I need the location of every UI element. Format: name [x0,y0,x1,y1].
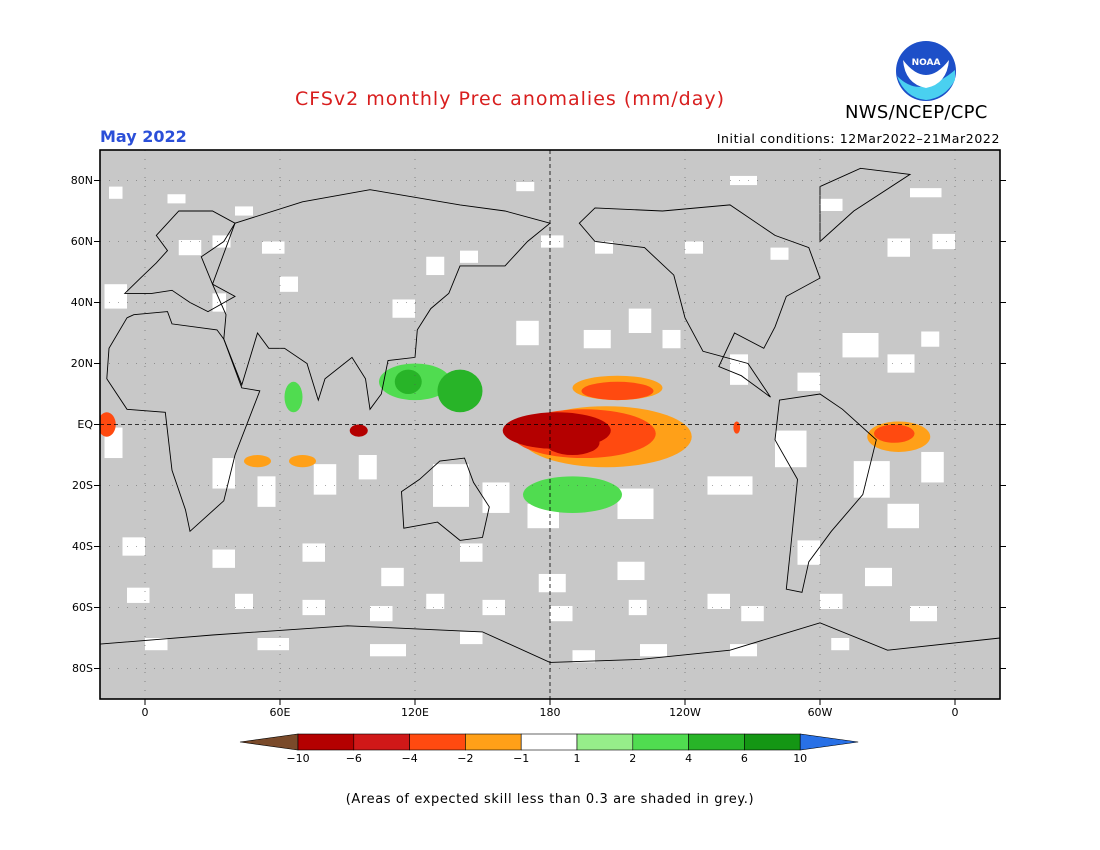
agency-label: NWS/NCEP/CPC [845,102,988,123]
anomaly-layer [100,167,1000,699]
lat-tick-label: 60N [70,234,93,248]
lat-tick-label: 20N [70,356,93,370]
colorbar-label: −2 [457,752,474,765]
nordeste-brazil-dry [874,424,915,443]
colorbar-segment [744,733,801,751]
colorbar-label: 6 [740,752,748,765]
chart-title: CFSv2 monthly Prec anomalies (mm/day) [294,88,726,110]
lat-tick-label: 80N [70,173,93,187]
colorbar [239,733,859,751]
coastline [578,204,821,398]
colorbar-segment [520,733,578,751]
colorbar-segment [576,733,634,751]
coastline [106,311,261,533]
lat-tick-label: 40S [72,539,93,553]
small-dry-spot [349,424,368,437]
lon-tick-label: 60E [269,706,291,719]
lat-tick-label: 80S [72,661,93,675]
colorbar-label: −1 [513,752,530,765]
colorbar-segment [297,733,355,751]
graticule [100,150,1000,699]
lat-tick-label: 40N [70,295,93,309]
small-dry-spot [733,421,741,434]
coastline [100,622,1000,699]
colorbar-segment [409,733,466,751]
target-month-label: May 2022 [100,127,187,146]
coastline [774,393,877,593]
coastline [401,457,490,541]
coastline [123,210,236,313]
colorbar-arrow-right [799,733,859,751]
colorbar-label: 1 [573,752,581,765]
colorbar-segment [353,733,410,751]
lat-tick-label: EQ [77,417,93,431]
gulf-of-guinea-dry-edge [244,455,271,468]
noaa-logo-icon: NOAA [896,41,956,101]
south-pacific-wet [523,476,622,513]
colorbar-label: 10 [793,752,808,765]
axis-ticks [94,180,1006,705]
lon-tick-label: 120W [669,706,701,719]
lon-tick-label: 120E [401,706,429,719]
coastline [212,189,551,411]
colorbar-segment [632,733,689,751]
maritime-continent-wet-light [284,381,303,413]
colorbar-label: −6 [345,752,362,765]
colorbar-label: 4 [685,752,693,765]
gulf-of-guinea-dry-edge [289,455,316,468]
skill-footnote: (Areas of expected skill less than 0.3 a… [345,792,755,807]
colorbar-label: −4 [401,752,418,765]
lon-tick-label: 180 [539,706,561,719]
maritime-continent-wet [437,369,483,413]
lon-tick-label: 60W [807,706,833,719]
central-pacific-dry-core [545,430,600,455]
noaa-logo-text: NOAA [912,58,941,68]
lat-tick-label: 60S [72,600,93,614]
colorbar-arrow-left [239,733,299,751]
central-pacific-dry [581,381,654,401]
lat-tick-label: 20S [72,478,93,492]
colorbar-label: −10 [286,752,310,765]
colorbar-segment [465,733,522,751]
colorbar-label: 2 [629,752,637,765]
maritime-continent-wet [394,369,422,394]
initial-conditions-label: Initial conditions: 12Mar2022–21Mar2022 [716,131,1000,146]
lon-tick-label: 0 [141,706,149,719]
colorbar-segment [688,733,745,751]
lon-tick-label: 0 [951,706,959,719]
